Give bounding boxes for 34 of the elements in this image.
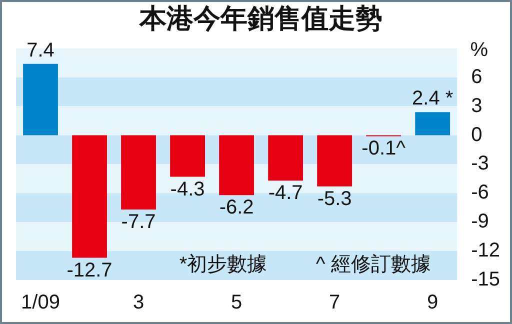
annotation: ^ 經修訂數據 xyxy=(316,254,431,276)
annotation: *初步數據 xyxy=(179,254,268,276)
x-tick-label: 5 xyxy=(230,292,242,314)
bar xyxy=(121,135,156,210)
x-tick-label: 3 xyxy=(132,292,144,314)
data-label: -5.3 xyxy=(317,188,352,210)
y-tick-label: -15 xyxy=(471,268,500,291)
data-label: -0.1^ xyxy=(362,138,406,160)
bar xyxy=(317,135,352,186)
x-tick-label: 9 xyxy=(427,292,438,314)
data-label: 7.4 xyxy=(26,39,54,62)
data-label: -4.7 xyxy=(268,182,303,204)
data-label: -12.7 xyxy=(66,259,112,282)
bar xyxy=(415,112,450,136)
x-tick-label: 7 xyxy=(329,292,340,314)
y-tick-label: 3 xyxy=(471,94,482,117)
y-tick-label: 0 xyxy=(471,124,482,146)
y-tick-label: -12 xyxy=(471,240,500,262)
data-label: 2.4 * xyxy=(412,88,454,110)
data-label: -7.7 xyxy=(121,211,156,234)
bar xyxy=(268,135,304,181)
chart-title: 本港今年銷售值走勢 xyxy=(138,4,382,34)
y-tick-label: -6 xyxy=(471,182,489,204)
data-label: -6.2 xyxy=(219,196,254,219)
x-tick-label: 1/09 xyxy=(21,292,60,314)
y-tick-label: -9 xyxy=(471,210,489,233)
y-tick-label: -3 xyxy=(471,152,489,175)
bar xyxy=(170,135,205,177)
bar xyxy=(72,135,107,258)
y-tick-label: 6 xyxy=(471,66,482,88)
y-axis-title: % xyxy=(470,38,488,61)
data-label: -4.3 xyxy=(170,178,205,200)
bar xyxy=(23,64,58,136)
bar xyxy=(219,135,254,196)
